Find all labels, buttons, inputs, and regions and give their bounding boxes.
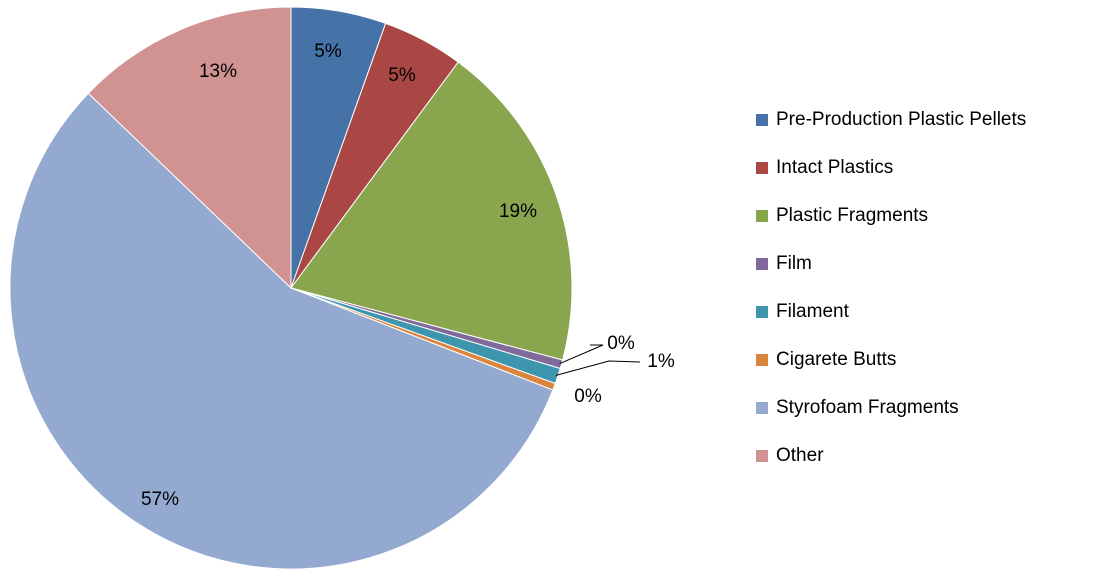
legend-item-pre-production-plastic-pellets: Pre-Production Plastic Pellets [756, 109, 1026, 130]
data-label-filament: 1% [647, 351, 675, 372]
data-label-intact-plastics: 5% [388, 65, 416, 86]
data-label-styrofoam-fragments: 57% [141, 489, 179, 510]
legend-swatch-intact-plastics [756, 162, 768, 174]
legend-label-intact-plastics: Intact Plastics [776, 157, 893, 178]
legend-swatch-pre-production-plastic-pellets [756, 114, 768, 126]
legend-label-styrofoam-fragments: Styrofoam Fragments [776, 397, 959, 418]
legend-swatch-plastic-fragments [756, 210, 768, 222]
legend-item-intact-plastics: Intact Plastics [756, 157, 893, 178]
leader-line-film [559, 344, 604, 365]
data-labels: 5% 5% 19% 0% 1% 0% 57% 13% [141, 41, 675, 510]
legend-label-filament: Filament [776, 301, 850, 322]
legend: Pre-Production Plastic Pellets Intact Pla… [756, 109, 1026, 466]
legend-item-film: Film [756, 253, 812, 274]
leader-line-filament [555, 360, 641, 376]
leader-lines [555, 344, 641, 376]
legend-swatch-styrofoam-fragments [756, 402, 768, 414]
data-label-pre-production-plastic-pellets: 5% [314, 41, 342, 62]
data-label-film: 0% [607, 333, 635, 354]
legend-swatch-other [756, 450, 768, 462]
legend-swatch-filament [756, 306, 768, 318]
legend-label-other: Other [776, 445, 824, 466]
legend-label-film: Film [776, 253, 812, 274]
legend-item-plastic-fragments: Plastic Fragments [756, 205, 928, 226]
legend-label-plastic-fragments: Plastic Fragments [776, 205, 928, 226]
legend-swatch-cigarete-butts [756, 354, 768, 366]
legend-item-cigarete-butts: Cigarete Butts [756, 349, 896, 370]
legend-item-styrofoam-fragments: Styrofoam Fragments [756, 397, 959, 418]
legend-label-pre-production-plastic-pellets: Pre-Production Plastic Pellets [776, 109, 1026, 130]
legend-item-filament: Filament [756, 301, 850, 322]
data-label-other: 13% [199, 61, 237, 82]
data-label-plastic-fragments: 19% [499, 201, 537, 222]
pie-slice-other [87, 6, 292, 290]
pie-slice-plastic-fragments [290, 61, 573, 361]
data-label-cigarete-butts: 0% [574, 386, 602, 407]
pie-slice-styrofoam-fragments [9, 92, 554, 569]
legend-swatch-film [756, 258, 768, 270]
pie-slices [9, 6, 573, 569]
legend-item-other: Other [756, 445, 824, 466]
legend-label-cigarete-butts: Cigarete Butts [776, 349, 896, 370]
